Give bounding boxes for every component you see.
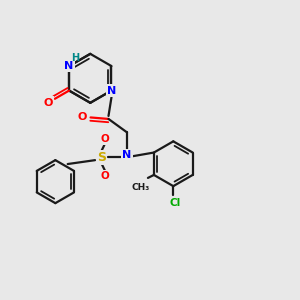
Text: N: N <box>107 85 116 96</box>
Text: O: O <box>77 112 87 122</box>
Text: O: O <box>44 98 53 107</box>
Text: H: H <box>72 53 80 63</box>
Text: O: O <box>101 134 110 144</box>
Text: N: N <box>122 150 132 160</box>
Text: CH₃: CH₃ <box>132 183 150 192</box>
Text: N: N <box>64 61 74 71</box>
Text: Cl: Cl <box>169 198 180 208</box>
Text: S: S <box>97 151 106 164</box>
Text: O: O <box>101 171 110 181</box>
